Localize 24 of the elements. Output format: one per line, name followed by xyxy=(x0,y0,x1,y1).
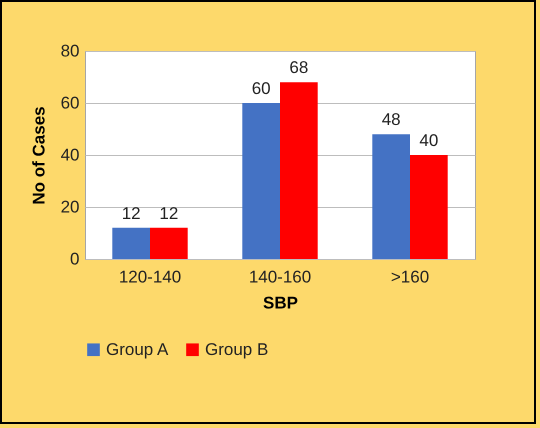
x-tick-label: 120-140 xyxy=(118,268,182,286)
bar xyxy=(112,228,150,259)
x-tick-label: 140-160 xyxy=(248,268,312,286)
y-axis-title: No of Cases xyxy=(30,106,49,205)
legend-label: Group B xyxy=(205,340,268,359)
data-label: 12 xyxy=(122,204,141,223)
data-label: 68 xyxy=(289,58,308,78)
bar xyxy=(372,134,410,259)
bar xyxy=(280,82,318,259)
y-tick-label: 80 xyxy=(60,42,80,60)
bar xyxy=(242,103,280,259)
data-label: 40 xyxy=(419,131,438,150)
data-label: 48 xyxy=(382,110,401,130)
x-axis-title: SBP xyxy=(263,294,298,312)
data-label: 60 xyxy=(252,79,271,98)
y-tick-label: 20 xyxy=(60,198,80,216)
x-tick-label: >160 xyxy=(390,268,430,286)
data-label: 12 xyxy=(159,204,178,223)
y-tick-label: 60 xyxy=(60,94,80,112)
bar xyxy=(410,155,448,259)
y-tick-label: 40 xyxy=(60,146,80,164)
legend-label: Group A xyxy=(106,340,170,359)
y-tick-label: 0 xyxy=(70,250,80,268)
bar xyxy=(150,228,188,259)
